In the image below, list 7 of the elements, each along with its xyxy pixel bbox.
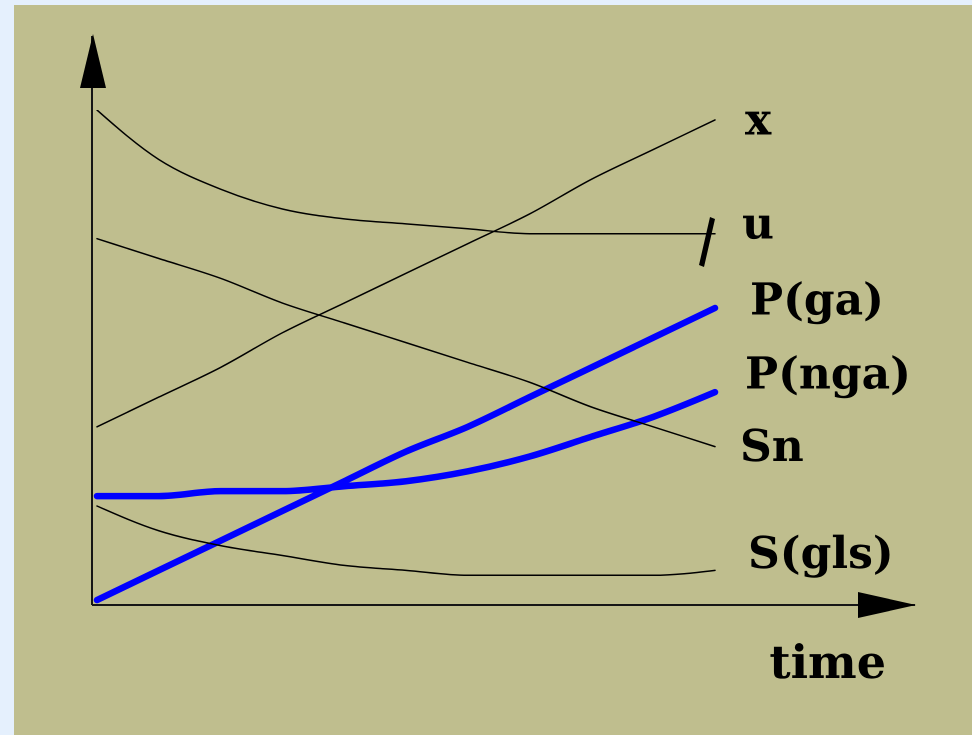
series-label: P(nga) (745, 348, 911, 400)
x-axis-title: time (769, 635, 886, 689)
series-label: P(ga) (750, 274, 884, 326)
series-label: Sn (740, 421, 804, 472)
legend-label: u (742, 198, 774, 250)
series-label: x (745, 94, 772, 146)
series-label: S(gls) (748, 528, 894, 579)
